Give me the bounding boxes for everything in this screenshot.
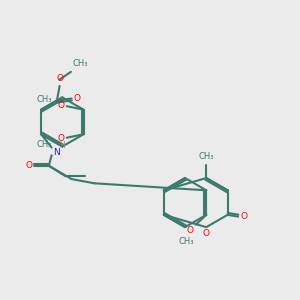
Text: O: O: [187, 226, 194, 235]
Text: O: O: [202, 229, 209, 238]
Text: O: O: [73, 94, 80, 103]
Text: CH₃: CH₃: [178, 237, 194, 246]
Text: CH₃: CH₃: [199, 152, 214, 161]
Text: CH₃: CH₃: [37, 95, 52, 104]
Text: O: O: [25, 161, 32, 170]
Text: O: O: [58, 100, 65, 109]
Text: H: H: [59, 141, 65, 150]
Text: O: O: [56, 74, 63, 83]
Text: CH₃: CH₃: [37, 140, 52, 149]
Text: O: O: [58, 134, 65, 143]
Text: N: N: [53, 148, 60, 157]
Text: O: O: [240, 212, 247, 221]
Text: CH₃: CH₃: [73, 59, 88, 68]
